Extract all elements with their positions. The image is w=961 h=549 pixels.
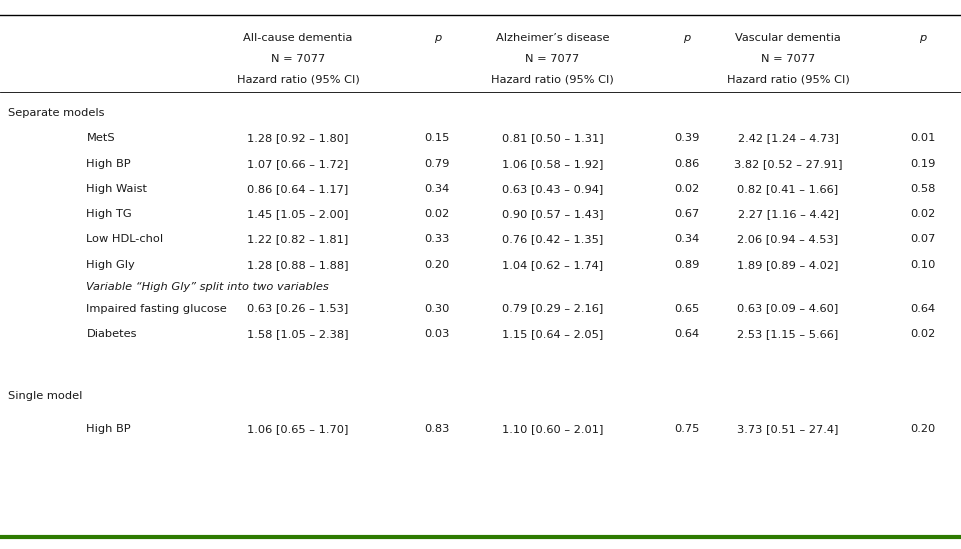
Text: 1.89 [0.89 – 4.02]: 1.89 [0.89 – 4.02]	[737, 260, 839, 270]
Text: 0.64: 0.64	[675, 329, 700, 339]
Text: Single model: Single model	[8, 391, 82, 401]
Text: 2.06 [0.94 – 4.53]: 2.06 [0.94 – 4.53]	[737, 234, 839, 244]
Text: p: p	[433, 33, 441, 43]
Text: 3.82 [0.52 – 27.91]: 3.82 [0.52 – 27.91]	[734, 159, 842, 169]
Text: 0.30: 0.30	[425, 304, 450, 313]
Text: High Waist: High Waist	[86, 184, 147, 194]
Text: 0.75: 0.75	[675, 424, 700, 434]
Text: 0.03: 0.03	[425, 329, 450, 339]
Text: 1.07 [0.66 – 1.72]: 1.07 [0.66 – 1.72]	[247, 159, 349, 169]
Text: p: p	[683, 33, 691, 43]
Text: 1.15 [0.64 – 2.05]: 1.15 [0.64 – 2.05]	[502, 329, 604, 339]
Text: 0.34: 0.34	[425, 184, 450, 194]
Text: 0.63 [0.09 – 4.60]: 0.63 [0.09 – 4.60]	[737, 304, 839, 313]
Text: All-cause dementia: All-cause dementia	[243, 33, 353, 43]
Text: 0.83: 0.83	[425, 424, 450, 434]
Text: 0.20: 0.20	[425, 260, 450, 270]
Text: Hazard ratio (95% CI): Hazard ratio (95% CI)	[491, 74, 614, 84]
Text: Hazard ratio (95% CI): Hazard ratio (95% CI)	[727, 74, 850, 84]
Text: 1.28 [0.92 – 1.80]: 1.28 [0.92 – 1.80]	[247, 133, 349, 143]
Text: Hazard ratio (95% CI): Hazard ratio (95% CI)	[236, 74, 359, 84]
Text: High BP: High BP	[86, 159, 131, 169]
Text: 0.81 [0.50 – 1.31]: 0.81 [0.50 – 1.31]	[502, 133, 604, 143]
Text: 1.04 [0.62 – 1.74]: 1.04 [0.62 – 1.74]	[502, 260, 604, 270]
Text: Vascular dementia: Vascular dementia	[735, 33, 841, 43]
Text: 0.89: 0.89	[675, 260, 700, 270]
Text: N = 7077: N = 7077	[761, 54, 815, 64]
Text: 0.39: 0.39	[675, 133, 700, 143]
Text: 2.42 [1.24 – 4.73]: 2.42 [1.24 – 4.73]	[738, 133, 838, 143]
Text: 0.02: 0.02	[675, 184, 700, 194]
Text: 0.67: 0.67	[675, 209, 700, 219]
Text: Impaired fasting glucose: Impaired fasting glucose	[86, 304, 227, 313]
Text: 1.22 [0.82 – 1.81]: 1.22 [0.82 – 1.81]	[247, 234, 349, 244]
Text: 0.15: 0.15	[425, 133, 450, 143]
Text: 0.07: 0.07	[910, 234, 935, 244]
Text: 0.34: 0.34	[675, 234, 700, 244]
Text: 0.58: 0.58	[910, 184, 935, 194]
Text: 1.06 [0.65 – 1.70]: 1.06 [0.65 – 1.70]	[247, 424, 349, 434]
Text: 1.45 [1.05 – 2.00]: 1.45 [1.05 – 2.00]	[247, 209, 349, 219]
Text: 0.01: 0.01	[910, 133, 935, 143]
Text: 1.28 [0.88 – 1.88]: 1.28 [0.88 – 1.88]	[247, 260, 349, 270]
Text: 0.86 [0.64 – 1.17]: 0.86 [0.64 – 1.17]	[247, 184, 349, 194]
Text: 0.86: 0.86	[675, 159, 700, 169]
Text: 0.02: 0.02	[910, 329, 935, 339]
Text: 0.82 [0.41 – 1.66]: 0.82 [0.41 – 1.66]	[737, 184, 839, 194]
Text: 0.90 [0.57 – 1.43]: 0.90 [0.57 – 1.43]	[502, 209, 604, 219]
Text: 2.53 [1.15 – 5.66]: 2.53 [1.15 – 5.66]	[737, 329, 839, 339]
Text: MetS: MetS	[86, 133, 115, 143]
Text: 0.20: 0.20	[910, 424, 935, 434]
Text: 0.76 [0.42 – 1.35]: 0.76 [0.42 – 1.35]	[502, 234, 604, 244]
Text: High Gly: High Gly	[86, 260, 136, 270]
Text: 0.19: 0.19	[910, 159, 935, 169]
Text: 0.64: 0.64	[910, 304, 935, 313]
Text: 1.10 [0.60 – 2.01]: 1.10 [0.60 – 2.01]	[502, 424, 604, 434]
Text: Separate models: Separate models	[8, 108, 104, 117]
Text: 0.63 [0.43 – 0.94]: 0.63 [0.43 – 0.94]	[502, 184, 604, 194]
Text: N = 7077: N = 7077	[271, 54, 325, 64]
Text: High BP: High BP	[86, 424, 131, 434]
Text: 0.02: 0.02	[425, 209, 450, 219]
Text: 0.33: 0.33	[425, 234, 450, 244]
Text: Low HDL-chol: Low HDL-chol	[86, 234, 163, 244]
Text: 0.10: 0.10	[910, 260, 935, 270]
Text: Variable “High Gly” split into two variables: Variable “High Gly” split into two varia…	[86, 282, 330, 292]
Text: 0.63 [0.26 – 1.53]: 0.63 [0.26 – 1.53]	[247, 304, 349, 313]
Text: Diabetes: Diabetes	[86, 329, 137, 339]
Text: 1.58 [1.05 – 2.38]: 1.58 [1.05 – 2.38]	[247, 329, 349, 339]
Text: p: p	[919, 33, 926, 43]
Text: 3.73 [0.51 – 27.4]: 3.73 [0.51 – 27.4]	[737, 424, 839, 434]
Text: Alzheimer’s disease: Alzheimer’s disease	[496, 33, 609, 43]
Text: 1.06 [0.58 – 1.92]: 1.06 [0.58 – 1.92]	[502, 159, 604, 169]
Text: 0.79 [0.29 – 2.16]: 0.79 [0.29 – 2.16]	[502, 304, 604, 313]
Text: N = 7077: N = 7077	[526, 54, 579, 64]
Text: 0.02: 0.02	[910, 209, 935, 219]
Text: 2.27 [1.16 – 4.42]: 2.27 [1.16 – 4.42]	[738, 209, 838, 219]
Text: 0.79: 0.79	[425, 159, 450, 169]
Text: High TG: High TG	[86, 209, 132, 219]
Text: 0.65: 0.65	[675, 304, 700, 313]
